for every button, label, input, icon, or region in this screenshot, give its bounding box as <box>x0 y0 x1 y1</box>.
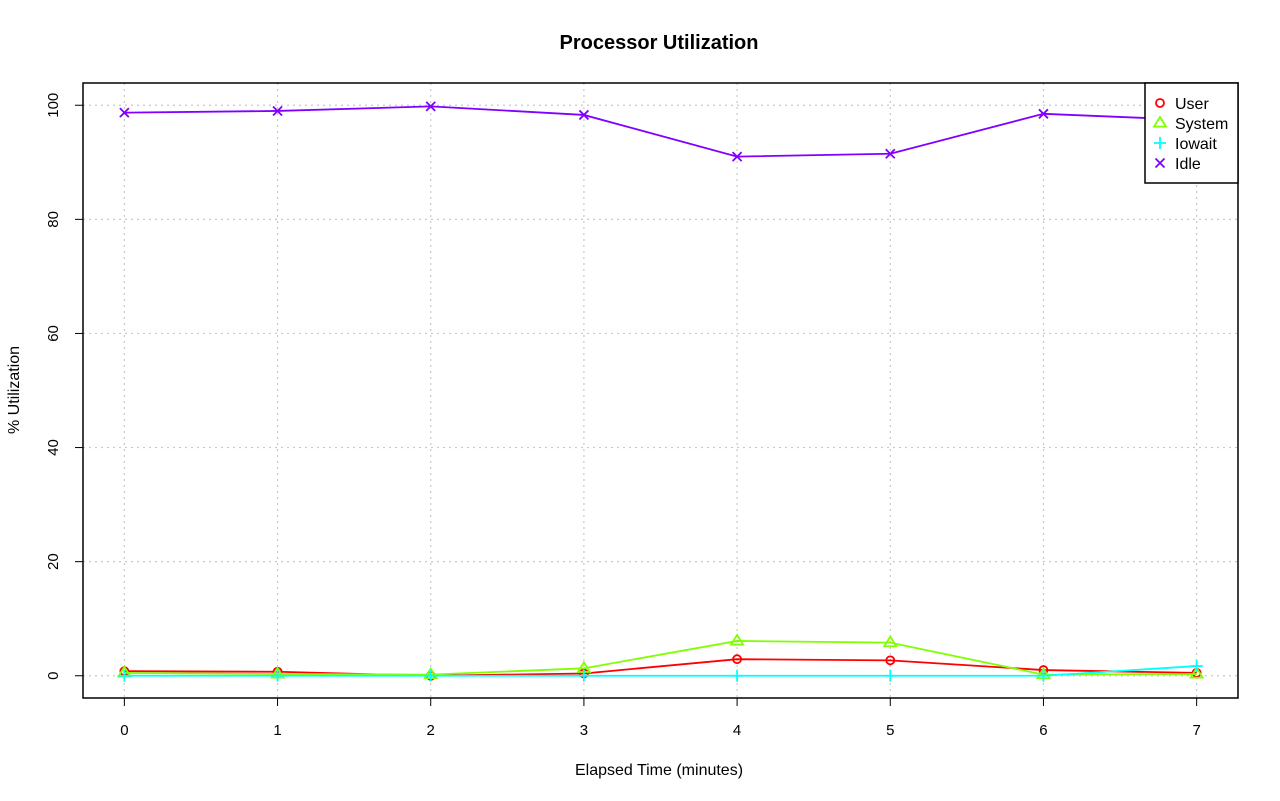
series-layer <box>116 101 1205 682</box>
x-axis: 0 1 2 3 4 5 6 7 <box>120 698 1201 739</box>
legend-marker-idle <box>1154 157 1166 169</box>
x-tick-label: 0 <box>120 722 128 739</box>
y-axis: 0 20 40 60 80 100 <box>45 93 83 680</box>
data-point-system <box>882 634 898 648</box>
data-point-iowait <box>118 669 131 682</box>
data-point-iowait <box>271 669 284 682</box>
x-tick-label: 4 <box>733 722 741 739</box>
x-tick-label: 1 <box>273 722 281 739</box>
data-point-iowait <box>1037 669 1050 682</box>
legend-marker-user <box>1155 98 1165 108</box>
legend-label-iowait: Iowait <box>1175 136 1217 153</box>
y-tick-label: 80 <box>45 211 62 228</box>
legend-label-user: User <box>1175 96 1209 113</box>
y-tick-label: 0 <box>45 672 62 680</box>
legend-marker-iowait <box>1154 137 1166 149</box>
data-point-iowait <box>577 669 590 682</box>
series-iowait <box>118 660 1203 682</box>
data-point-user <box>885 655 896 666</box>
data-point-user <box>732 654 742 665</box>
data-point-idle <box>1038 108 1049 119</box>
data-point-system <box>729 633 745 646</box>
data-point-iowait <box>424 669 437 682</box>
y-tick-label: 100 <box>45 93 62 118</box>
data-point-idle <box>272 105 283 117</box>
data-point-idle <box>578 109 590 121</box>
x-tick-label: 2 <box>427 722 435 739</box>
data-point-idle <box>731 151 743 162</box>
x-tick-label: 7 <box>1192 722 1200 739</box>
legend-marker-system <box>1152 115 1168 128</box>
data-point-iowait <box>731 669 744 682</box>
data-point-idle <box>425 101 436 112</box>
series-idle <box>119 101 1202 162</box>
y-tick-label: 40 <box>45 439 62 456</box>
legend-label-system: System <box>1175 116 1228 133</box>
x-tick-label: 5 <box>886 722 894 739</box>
data-point-iowait <box>884 669 897 682</box>
y-tick-label: 60 <box>45 325 62 342</box>
x-axis-label: Elapsed Time (minutes) <box>575 762 743 779</box>
grid-lines <box>83 83 1238 698</box>
plot-frame <box>82 82 1239 699</box>
legend: User System Iowait Idle <box>1144 82 1239 184</box>
data-point-iowait <box>1190 660 1203 673</box>
data-point-idle <box>885 148 896 159</box>
series-line-idle <box>124 105 1197 158</box>
y-axis-label: % Utilization <box>6 346 23 434</box>
x-tick-label: 6 <box>1039 722 1047 739</box>
y-tick-label: 20 <box>45 553 62 570</box>
data-point-idle <box>119 107 130 118</box>
data-point-system <box>1189 666 1205 679</box>
legend-label-idle: Idle <box>1175 156 1201 173</box>
series-line-iowait <box>124 665 1197 677</box>
chart-title: Processor Utilization <box>560 32 759 54</box>
x-tick-label: 3 <box>580 722 588 739</box>
series-line-system <box>124 640 1197 676</box>
